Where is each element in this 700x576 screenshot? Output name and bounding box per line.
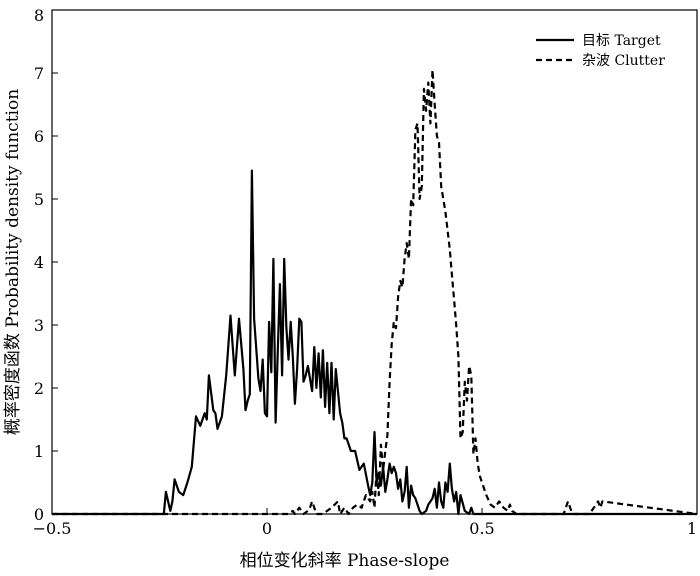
- x-tick-label: 0.5: [469, 519, 494, 538]
- x-tick-label: 1: [687, 519, 697, 538]
- y-tick-label: 5: [34, 190, 44, 209]
- series-line-clutter: [52, 68, 698, 516]
- y-tick-label: 7: [34, 64, 44, 83]
- y-tick-label: 8: [34, 6, 44, 25]
- series-line-target: [52, 169, 697, 516]
- legend: 目标 Target 杂波 Clutter: [536, 33, 665, 69]
- legend-label-target: 目标 Target: [582, 33, 661, 49]
- y-tick-label: 4: [34, 253, 44, 272]
- y-tick-label: 0: [34, 505, 44, 524]
- y-axis-title: 概率密度函数 Probability density function: [3, 89, 23, 435]
- y-tick-label: 1: [34, 442, 44, 461]
- x-tick-label: −0.5: [33, 519, 72, 538]
- y-tick-label: 3: [34, 316, 44, 335]
- legend-label-clutter: 杂波 Clutter: [582, 53, 665, 69]
- x-tick-label: 0: [262, 519, 272, 538]
- series-layer: [52, 68, 698, 516]
- y-tick-label: 6: [34, 127, 44, 146]
- y-tick-label: 2: [34, 379, 44, 398]
- x-axis-title: 相位变化斜率 Phase-slope: [240, 551, 450, 571]
